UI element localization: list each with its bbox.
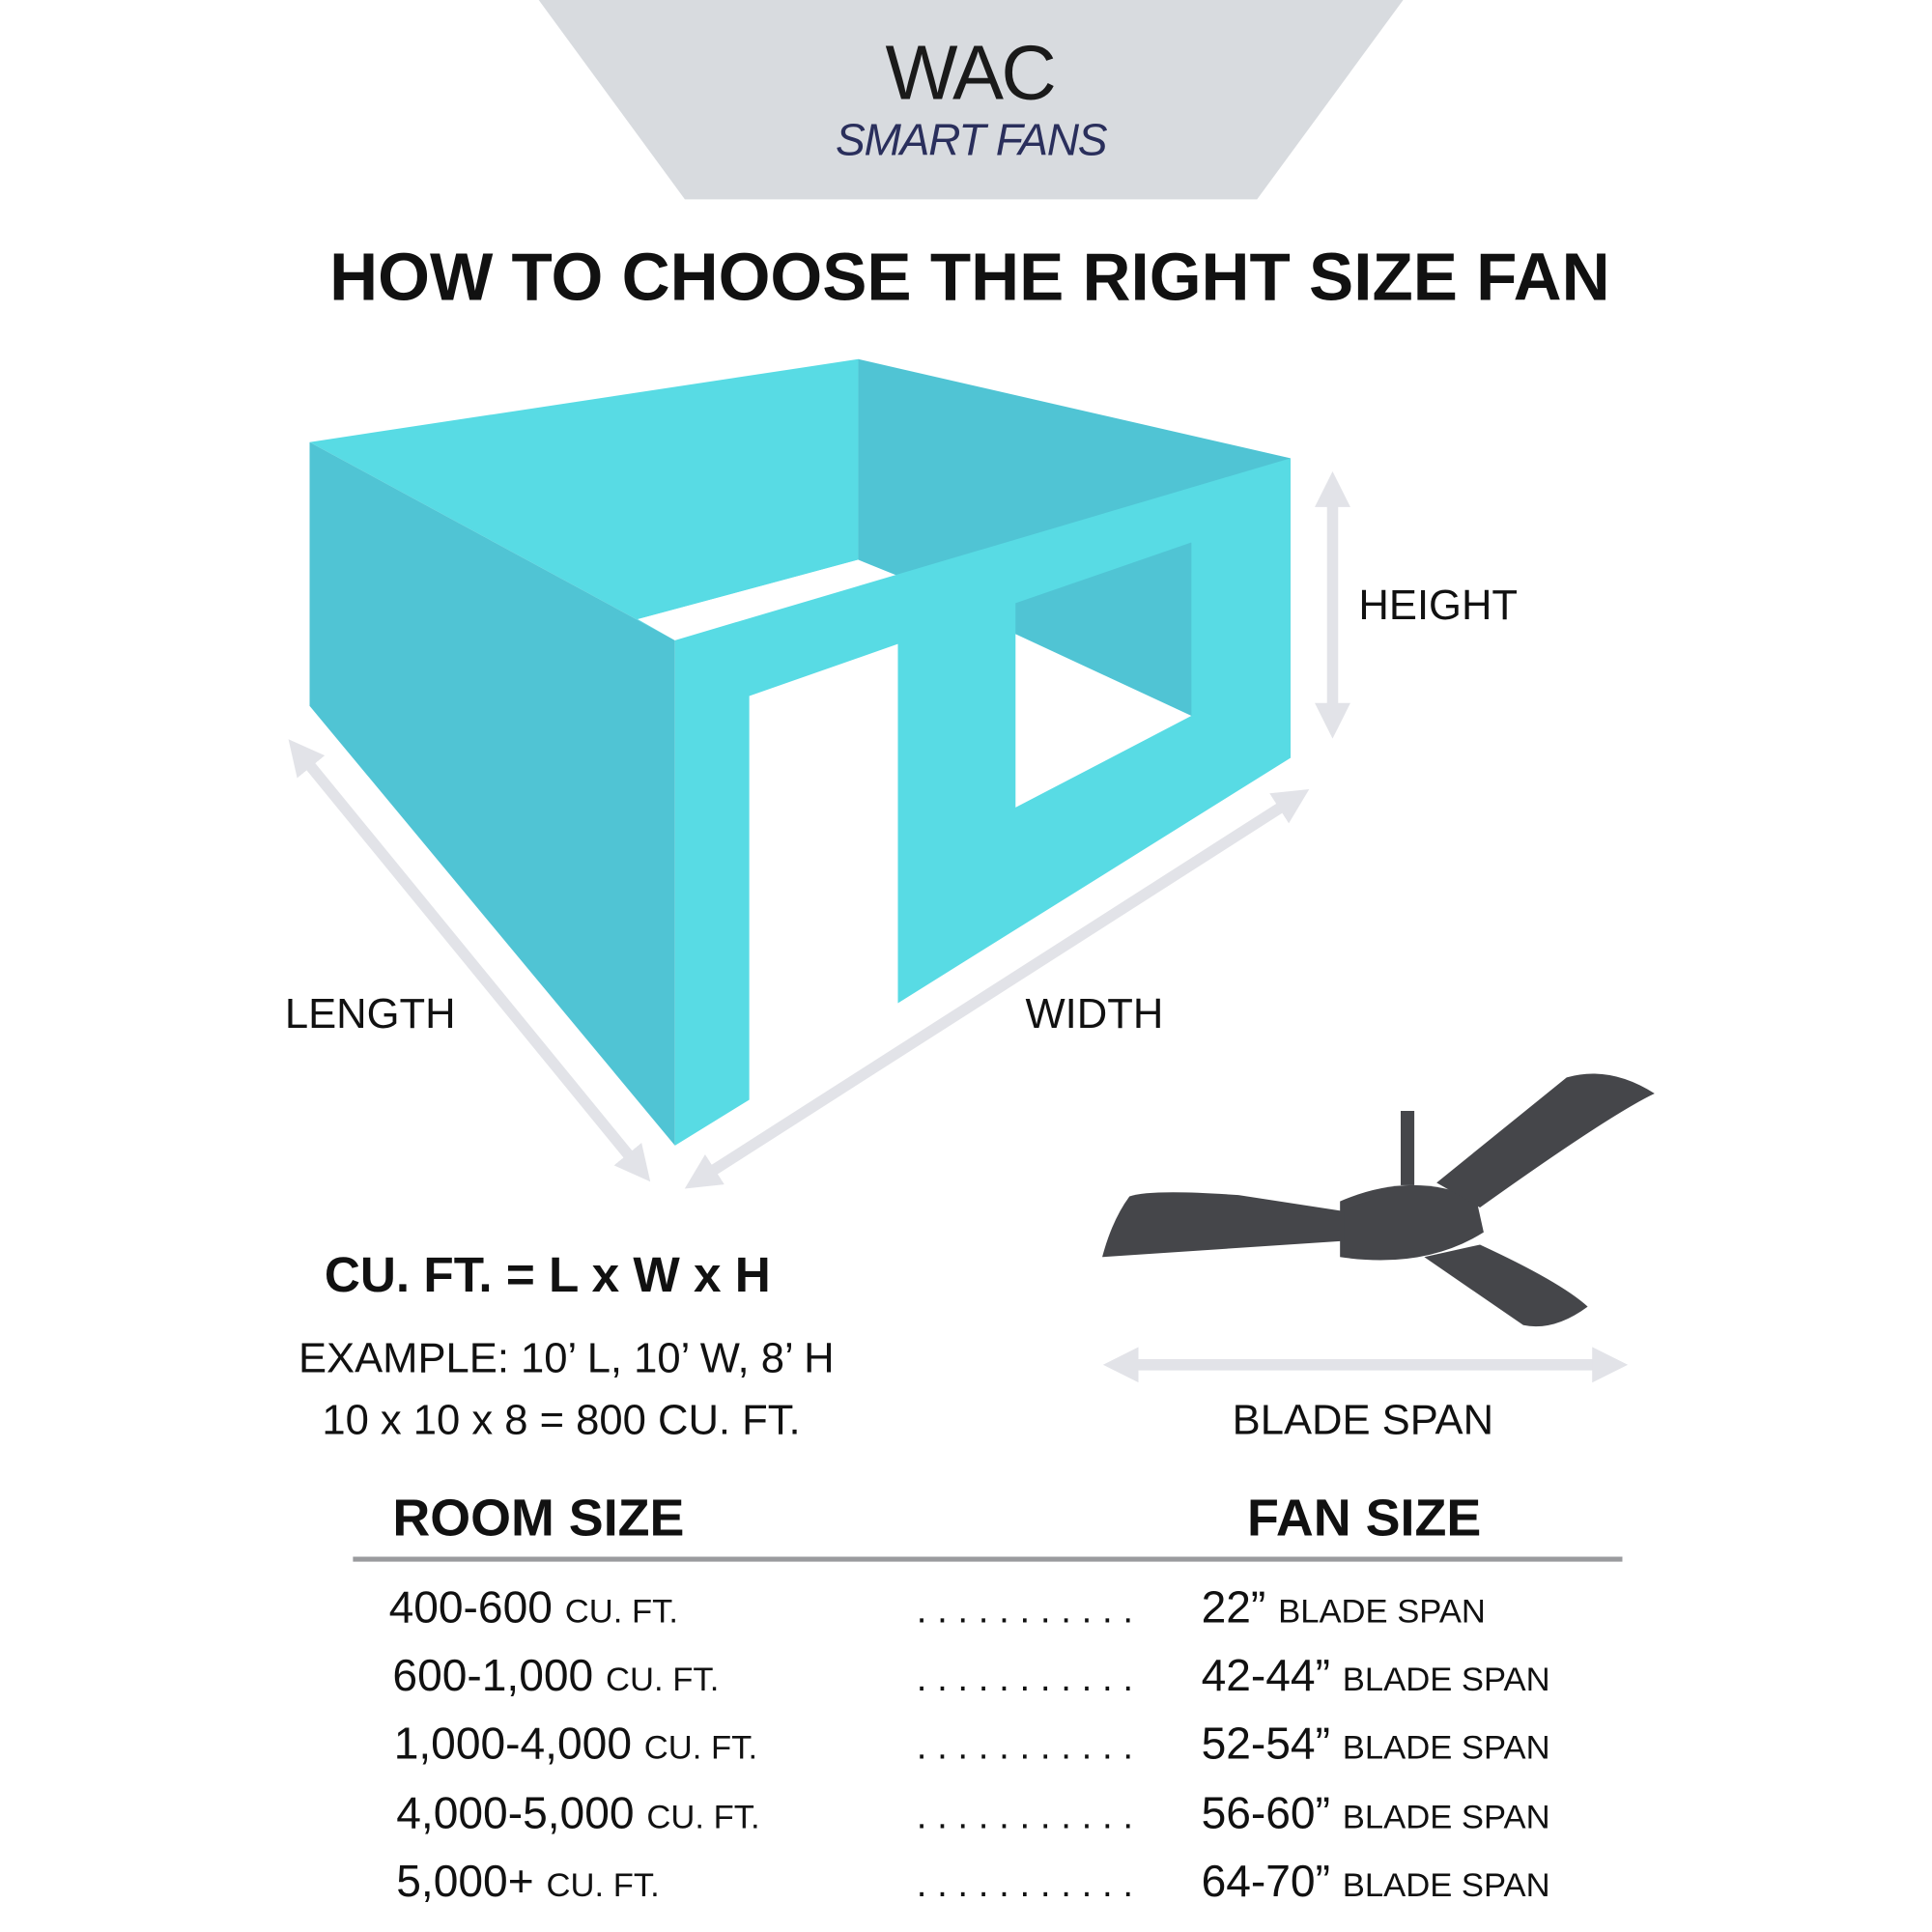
room-size-cell: 400-600 CU. FT. — [389, 1581, 678, 1632]
formula: CU. FT. = L x W x H — [325, 1247, 771, 1302]
leader-dots: . . . . . . . . . . . — [917, 1658, 1133, 1699]
leader-dots: . . . . . . . . . . . — [917, 1726, 1133, 1768]
floor — [638, 559, 898, 640]
fan-size-cell: 22” BLADE SPAN — [1202, 1581, 1486, 1632]
window-opening — [1015, 634, 1192, 808]
dimension-arrows — [288, 470, 1629, 1383]
leader-dots: . . . . . . . . . . . — [917, 1863, 1133, 1905]
fan-size-cell: 56-60” BLADE SPAN — [1202, 1787, 1550, 1837]
width-label: WIDTH — [1026, 991, 1164, 1037]
back-wall-left — [309, 358, 859, 640]
formula-calc: 10 x 10 x 8 = 800 CU. FT. — [322, 1398, 800, 1444]
leader-dots: . . . . . . . . . . . — [917, 1589, 1133, 1631]
room-size-cell: 5,000+ CU. FT. — [396, 1856, 660, 1906]
table-row: 400-600 CU. FT. . . . . . . . . . . . 22”… — [389, 1581, 1486, 1632]
formula-example: EXAMPLE: 10’ L, 10’ W, 8’ H — [298, 1336, 835, 1382]
height-label: HEIGHT — [1358, 582, 1518, 629]
room-size-cell: 1,000-4,000 CU. FT. — [394, 1719, 757, 1769]
width-arrow — [684, 788, 1310, 1189]
leader-dots: . . . . . . . . . . . — [917, 1795, 1133, 1836]
table-row: 4,000-5,000 CU. FT. . . . . . . . . . . .… — [396, 1787, 1549, 1837]
logo-banner — [538, 0, 1404, 200]
fan-size-cell: 64-70” BLADE SPAN — [1202, 1856, 1550, 1906]
room-size-cell: 600-1,000 CU. FT. — [392, 1650, 719, 1700]
fan-size-cell: 42-44” BLADE SPAN — [1202, 1650, 1550, 1700]
logo: WAC SMART FANS — [538, 0, 1404, 200]
table-row: 5,000+ CU. FT. . . . . . . . . . . . 64-7… — [396, 1856, 1549, 1906]
fan-size-cell: 52-54” BLADE SPAN — [1202, 1719, 1550, 1769]
header-fan-size: FAN SIZE — [1247, 1490, 1481, 1548]
logo-sub: SMART FANS — [836, 114, 1108, 164]
size-table: ROOM SIZE FAN SIZE 400-600 CU. FT. . . . … — [353, 1490, 1623, 1906]
header-room-size: ROOM SIZE — [392, 1490, 684, 1548]
table-row: 1,000-4,000 CU. FT. . . . . . . . . . . .… — [394, 1719, 1550, 1769]
room-size-cell: 4,000-5,000 CU. FT. — [396, 1787, 759, 1837]
length-arrow — [288, 739, 651, 1182]
table-row: 600-1,000 CU. FT. . . . . . . . . . . . 4… — [392, 1650, 1549, 1700]
page-title: HOW TO CHOOSE THE RIGHT SIZE FAN — [329, 239, 1609, 314]
blade-span-label: BLADE SPAN — [1233, 1398, 1493, 1444]
logo-brand: WAC — [885, 30, 1054, 116]
length-label: LENGTH — [285, 991, 456, 1037]
ceiling-fan-icon — [1102, 1073, 1655, 1327]
window-inner-wall — [1015, 542, 1192, 717]
